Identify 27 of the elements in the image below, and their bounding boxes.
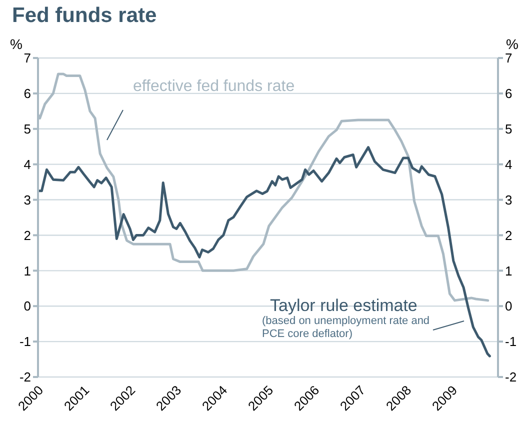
chart-title: Fed funds rate	[12, 4, 157, 28]
y2-tick-label: 3	[505, 192, 512, 208]
y-tick-label: -2	[19, 370, 31, 385]
y-tick-label: 1	[24, 263, 31, 278]
y-tick-label: 5	[24, 122, 31, 137]
y-tick-label: 2	[24, 228, 31, 243]
y-axis-title: %	[10, 36, 22, 52]
y-tick-label: 4	[24, 156, 31, 172]
line-series	[38, 146, 491, 358]
y2-tick-label: -1	[505, 334, 517, 350]
y2-tick-label: 0	[505, 298, 512, 314]
y-tick-label: 0	[24, 298, 31, 314]
y2-tick-label: 1	[505, 263, 512, 278]
y2-tick-label: 7	[505, 50, 512, 66]
y-tick-label: 7	[24, 50, 31, 66]
y2-tick-label: 4	[505, 156, 512, 172]
y-tick-label: 6	[24, 86, 31, 102]
y2-tick-label: 2	[505, 228, 512, 243]
y2-axis-title: %	[506, 36, 518, 52]
y2-tick-label: -2	[505, 370, 517, 385]
annotation: (based on unemployment rate and PCE core deflator)	[262, 315, 431, 341]
text: Taylor rule estimate	[270, 296, 418, 316]
y2-tick-label: 5	[505, 122, 512, 137]
y2-tick-label: 6	[505, 86, 512, 102]
y-tick-label: -1	[19, 334, 31, 350]
text: effective fed funds rate	[133, 78, 295, 96]
y-tick-label: 3	[24, 192, 31, 208]
